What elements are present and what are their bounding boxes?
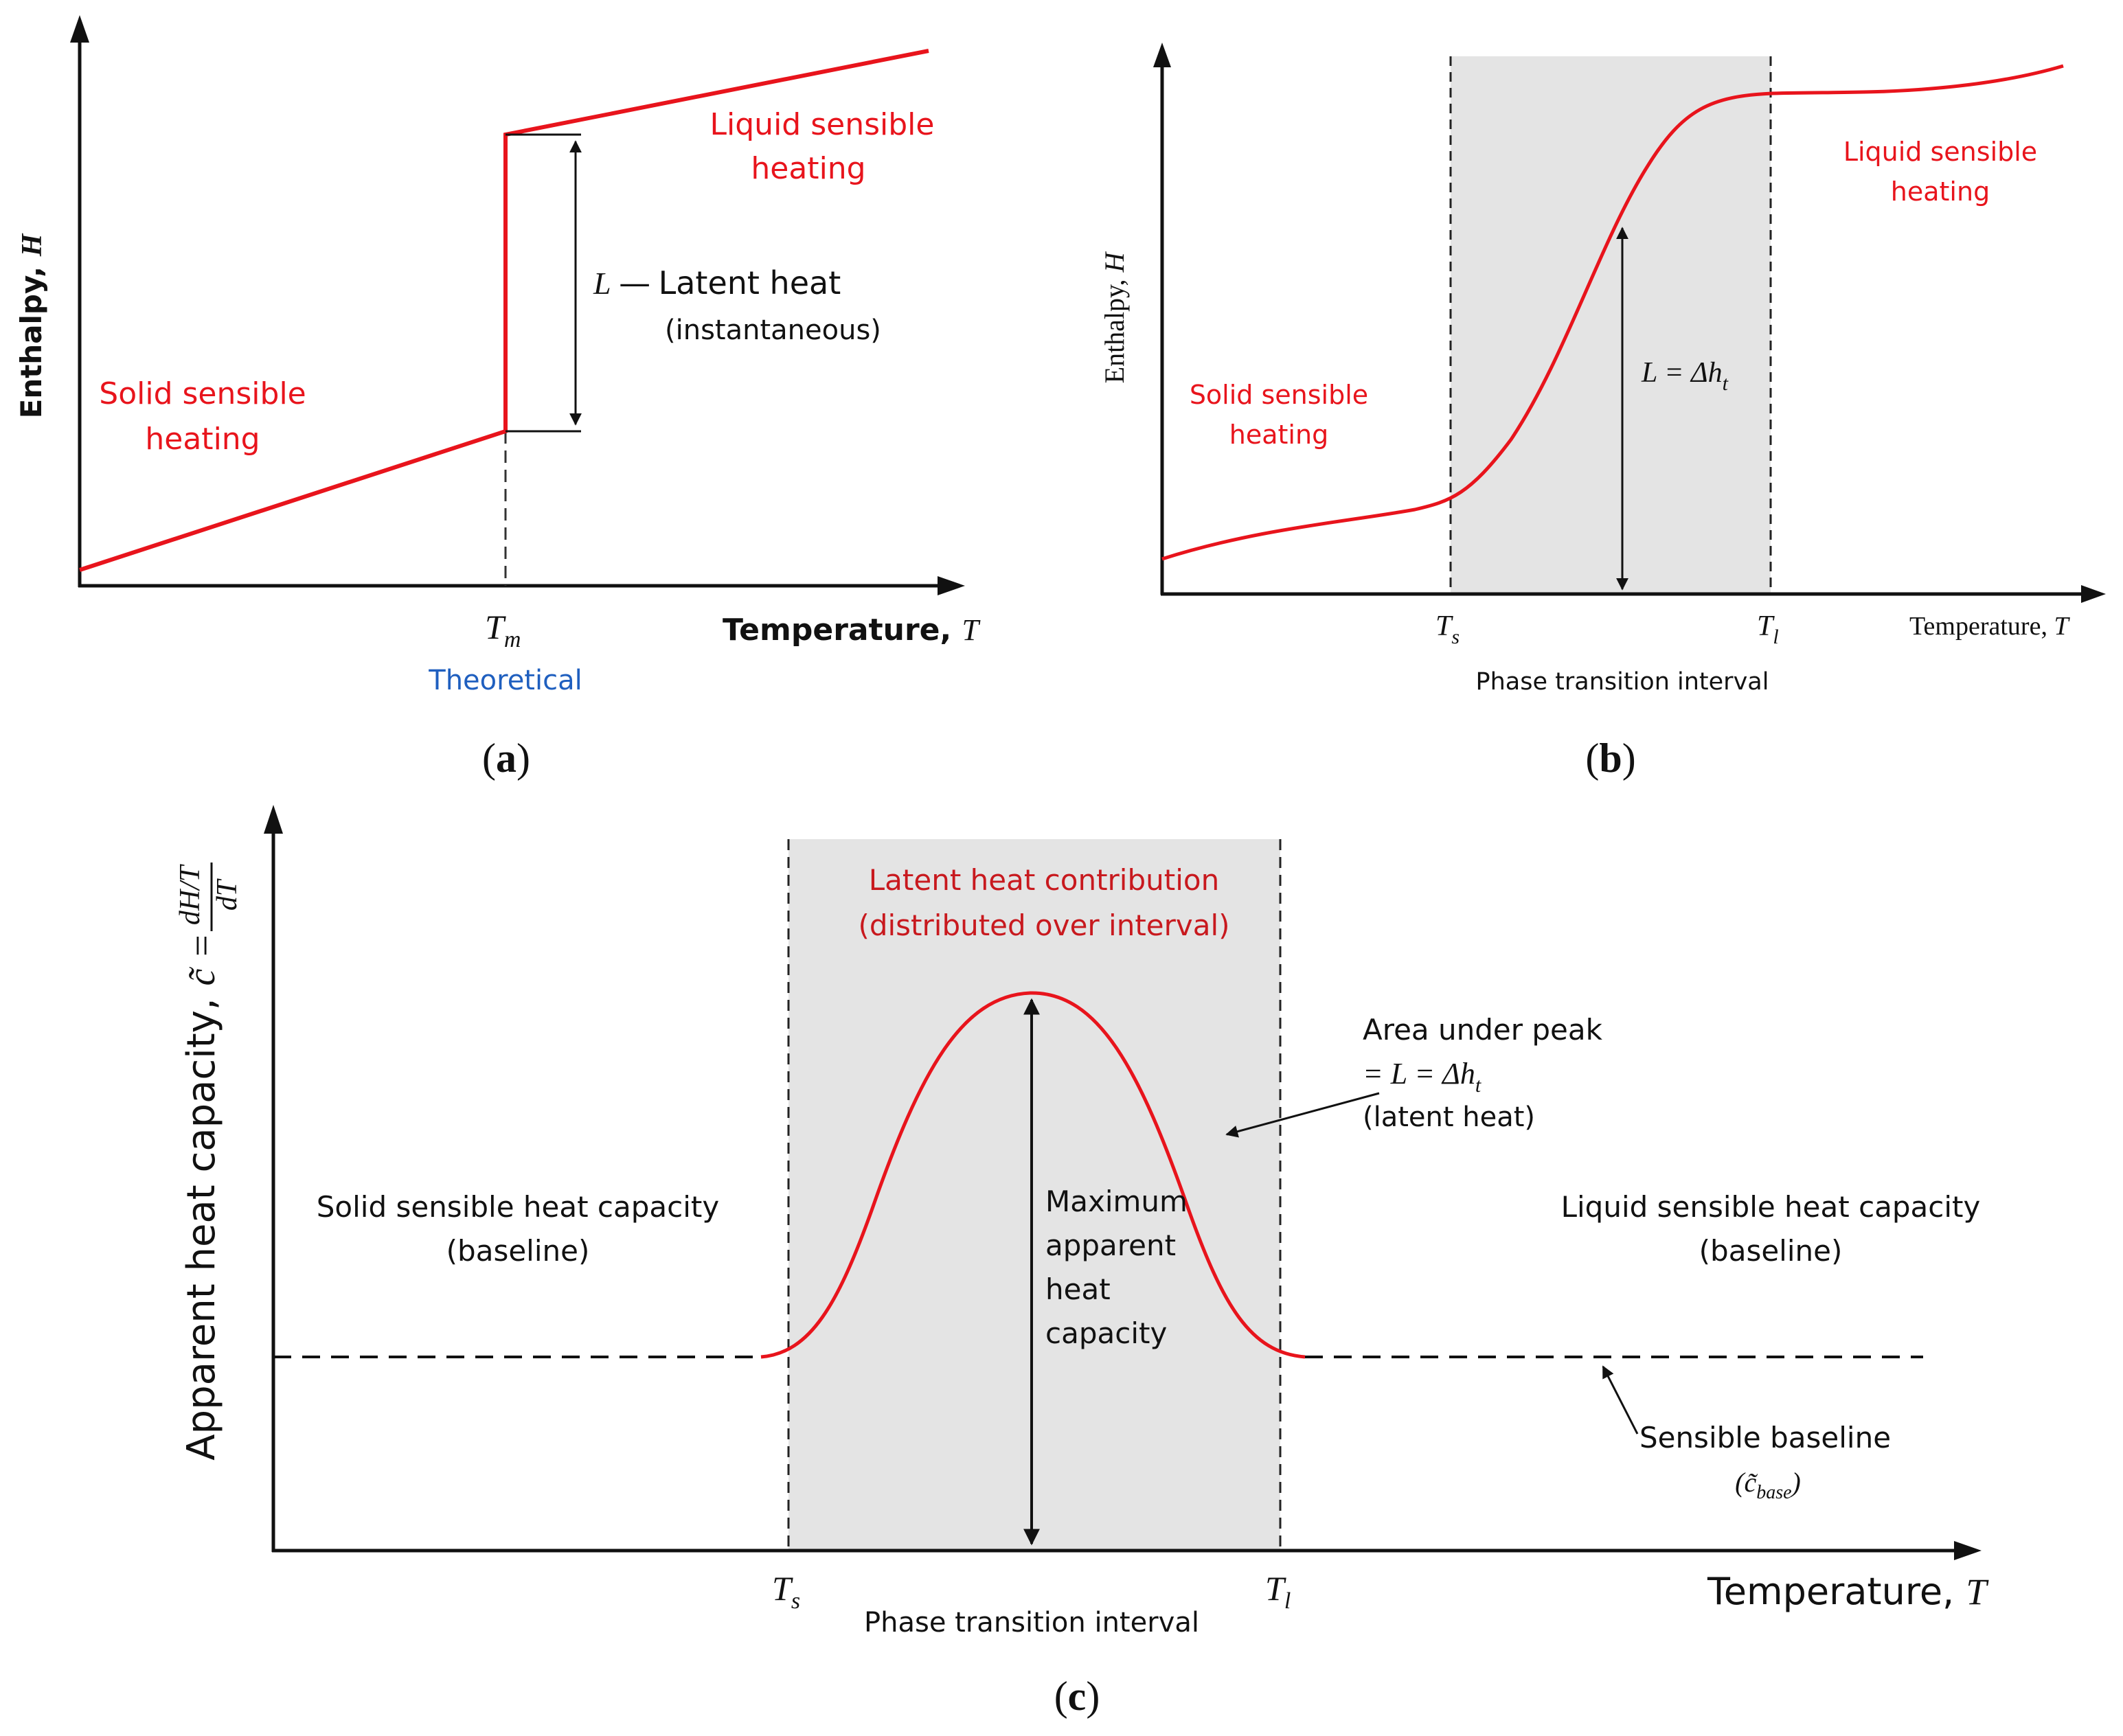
panel-a-solid-label-2: heating — [145, 422, 260, 457]
panel-a-liquid-label-1: Liquid sensible — [710, 107, 935, 142]
panel-a-x-arrowhead — [938, 576, 965, 595]
panel-c-liquid-label-1: Liquid sensible heat capacity — [1561, 1190, 1981, 1224]
panel-c-peak-curve — [760, 991, 1306, 1359]
panel-c-phase-band — [788, 839, 1280, 1551]
panel-c-max-label-2: apparent — [1045, 1229, 1176, 1262]
panel-c-solid-label-1: Solid sensible heat capacity — [317, 1190, 719, 1224]
panel-c-y-axis-label: Apparent heat capacity, c̃ = — [179, 935, 224, 1461]
panel-c-area-label-3: (latent heat) — [1363, 1101, 1535, 1133]
panel-c-y-arrowhead — [264, 805, 283, 834]
panel-c-latent-label-2: (distributed over interval) — [858, 909, 1229, 942]
panel-a-caption: (a) — [482, 735, 530, 781]
panel-a-y-axis-label: Enthalpy, H — [14, 233, 48, 418]
panel-b-phase-band — [1451, 56, 1771, 594]
panel-c-latent-label-1: Latent heat contribution — [869, 863, 1219, 897]
panel-c-baseline-label-1: Sensible baseline — [1639, 1421, 1891, 1454]
panel-c-baseline-pointer — [1602, 1365, 1639, 1435]
panel-c-interval-label: Phase transition interval — [864, 1607, 1199, 1638]
panel-a-y-arrowhead — [70, 15, 89, 43]
panel-a-latent-label: L — Latent heat — [593, 264, 841, 301]
panel-c-max-label-3: heat — [1045, 1272, 1111, 1306]
panel-b-solid-label-2: heating — [1229, 420, 1328, 450]
panel-c-area-label-1: Area under peak — [1363, 1013, 1603, 1047]
panel-a-enthalpy-curve — [79, 49, 929, 572]
panel-c-x-axis-label: Temperature, T — [1707, 1570, 1989, 1613]
panel-c-max-label-4: capacity — [1045, 1316, 1167, 1350]
panel-b-interval-label: Phase transition interval — [1476, 668, 1769, 696]
panel-b-y-arrowhead — [1153, 43, 1171, 67]
panel-c-ts-label: Ts — [772, 1569, 800, 1614]
panel-a: Enthalpy, H Solid sensible heating Liqui… — [14, 15, 981, 781]
panel-b-liquid-label-2: heating — [1891, 176, 1990, 207]
panel-c-y-fraction-numerator: dH/T — [174, 864, 206, 925]
panel-c-tl-label: Tl — [1265, 1569, 1291, 1614]
panel-b-tl-label: Tl — [1757, 610, 1779, 648]
panel-c-area-pointer — [1225, 1092, 1380, 1138]
panel-a-solid-label-1: Solid sensible — [99, 376, 306, 411]
panel-b-y-axis-label: Enthalpy, H — [1099, 251, 1130, 384]
panel-c-baseline-label-2: (c̃base) — [1735, 1467, 1801, 1503]
panel-b-caption: (b) — [1585, 735, 1635, 781]
panel-b-enthalpy-curve — [1161, 64, 2064, 561]
panel-b-liquid-label-1: Liquid sensible — [1843, 137, 2037, 167]
panel-a-tm-label: Tm — [485, 608, 521, 652]
panel-b-x-axis-label: Temperature, T — [1909, 612, 2070, 641]
panel-c-max-label-1: Maximum — [1045, 1185, 1188, 1218]
panel-b: Enthalpy, H Solid sensible heating Liqui… — [1099, 43, 2106, 781]
panel-c-x-arrowhead — [1954, 1541, 1982, 1560]
panel-c-area-label-2: = L = Δht — [1363, 1057, 1481, 1097]
panel-c-liquid-label-2: (baseline) — [1699, 1234, 1843, 1268]
panel-b-latent-label: L = Δht — [1641, 357, 1729, 395]
panel-b-ts-label: Ts — [1435, 610, 1460, 648]
panel-b-solid-label-1: Solid sensible — [1190, 380, 1368, 410]
panel-c: Apparent heat capacity, c̃ = dH/T dT Lat… — [174, 805, 1989, 1719]
panel-b-x-arrowhead — [2081, 585, 2106, 603]
panel-c-caption: (c) — [1054, 1674, 1100, 1719]
panel-a-latent-note: (instantaneous) — [665, 315, 881, 346]
panel-c-solid-label-2: (baseline) — [446, 1234, 590, 1268]
panel-a-theoretical-label: Theoretical — [428, 665, 582, 696]
panel-a-x-axis-label: Temperature, T — [723, 613, 981, 648]
panel-c-y-fraction-denominator: dT — [212, 878, 243, 911]
panel-a-liquid-label-2: heating — [751, 151, 865, 186]
